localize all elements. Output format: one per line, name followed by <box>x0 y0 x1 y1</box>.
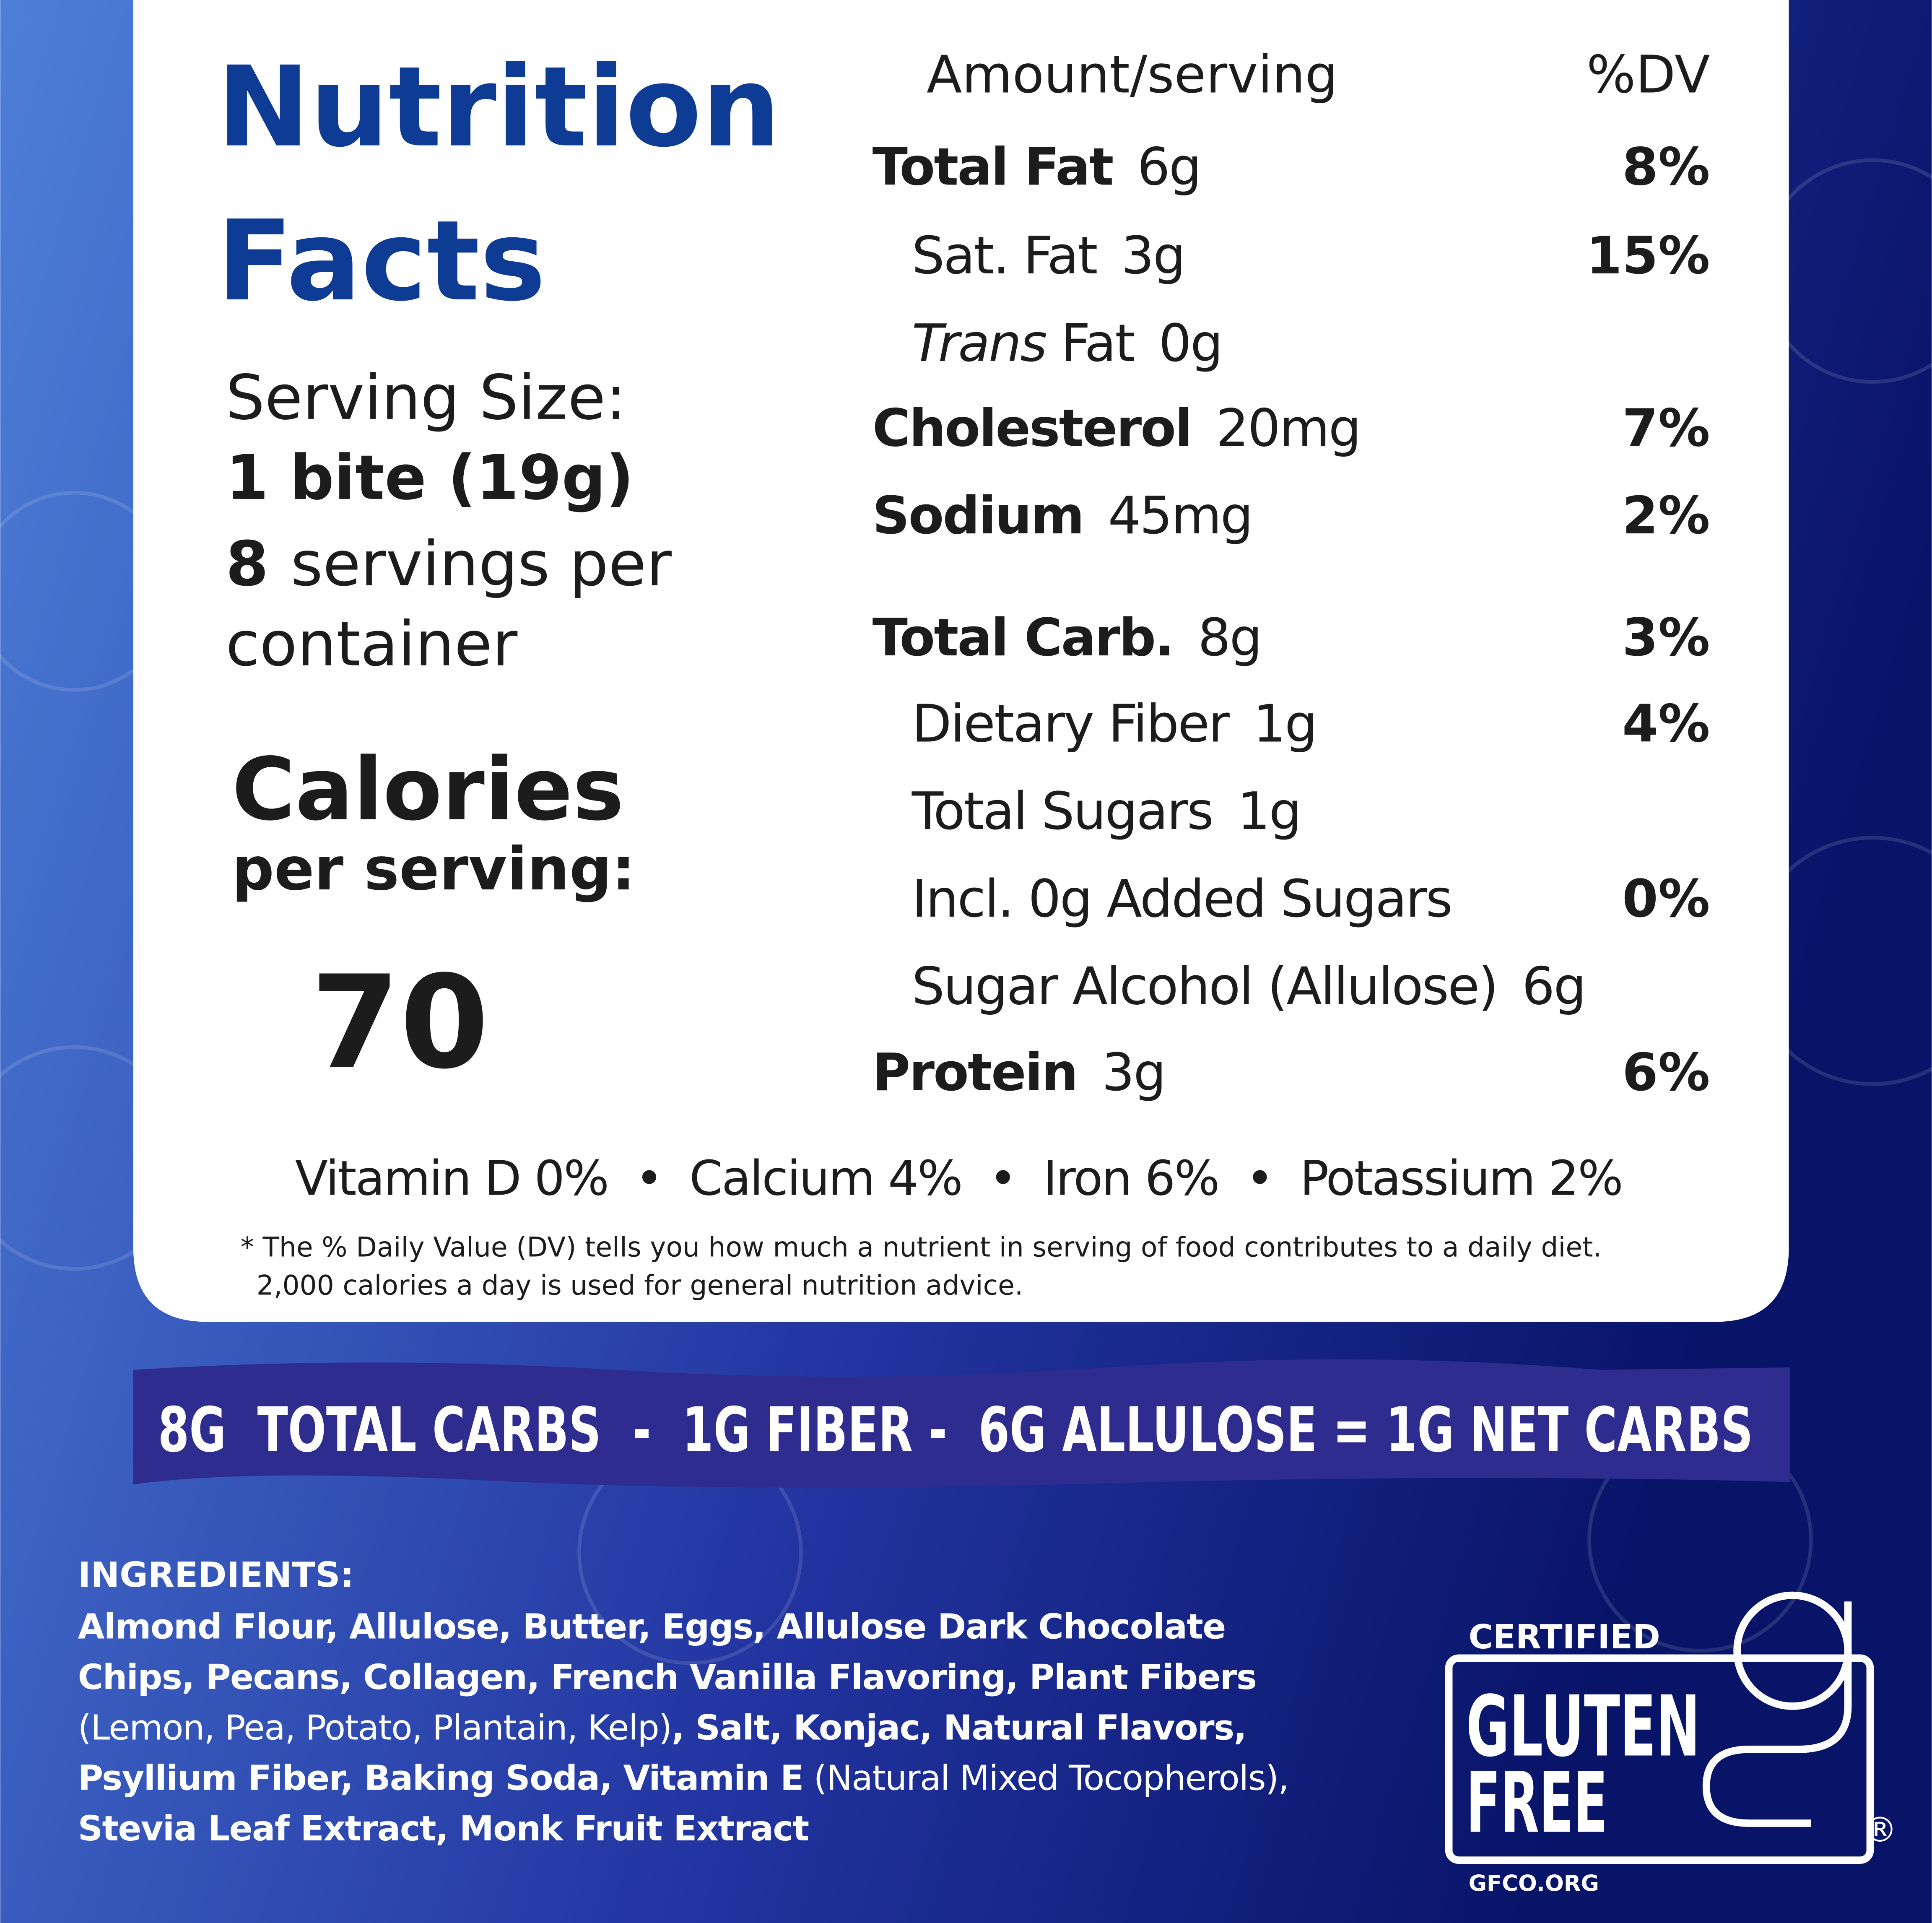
nutrient-row: Cholesterol 20mg <box>873 398 1360 459</box>
nutrient-row: Total Fat 6g <box>873 137 1201 197</box>
nutrient-row: Total Carb. 8g <box>873 608 1261 668</box>
separator: • <box>989 1151 1016 1207</box>
nutrient-amount: 3g <box>1102 1042 1165 1103</box>
nutrient-row: Incl. 0g Added Sugars <box>912 869 1452 929</box>
ingredients-line: Chips, Pecans, Collagen, French Vanilla … <box>78 1658 1257 1697</box>
nutrient-row: Sodium 45mg <box>873 486 1252 546</box>
servings-text: servings per <box>291 528 672 600</box>
nutrient-amount: 1g <box>1253 694 1317 754</box>
serving-size: 1 bite (19g) <box>226 442 634 514</box>
ingredients-line: (Lemon, Pea, Potato, Plantain, Kelp), Sa… <box>78 1708 1246 1748</box>
facts-card <box>133 0 1789 1322</box>
ingredient-text: , Salt, Konjac, Natural Flavors, <box>672 1708 1246 1748</box>
nutrient-name: Cholesterol <box>873 398 1192 459</box>
separator: • <box>1246 1151 1273 1207</box>
nutrient-name: Incl. 0g Added Sugars <box>912 869 1452 929</box>
nutrient-amount: 20mg <box>1216 398 1360 459</box>
ingredient-text: (Lemon, Pea, Potato, Plantain, Kelp) <box>78 1708 672 1748</box>
servings-count: 8 <box>226 528 268 600</box>
nutrient-amount: 6g <box>1137 137 1200 197</box>
nutrient-row: Sat. Fat 3g <box>912 226 1185 286</box>
gf-badge <box>1445 1591 1874 1864</box>
servings-per-container: 8 servings per <box>226 528 672 600</box>
nutrient-row: Trans Fat 0g <box>912 313 1222 374</box>
calories-sublabel: per serving: <box>232 835 635 904</box>
nutrient-row: Dietary Fiber 1g <box>912 694 1317 754</box>
nutrient-name: Protein <box>873 1042 1077 1103</box>
nutrient-dv: 3% <box>1622 608 1710 668</box>
vitamin: Potassium 2% <box>1300 1151 1622 1207</box>
net-carbs: 8G TOTAL CARBS - 1G FIBER - 6G ALLULOSE … <box>158 1394 1753 1466</box>
nutrient-amount: 3g <box>1121 226 1184 286</box>
badge-certified: CERTIFIED <box>1469 1617 1660 1656</box>
ingredient-text: Psyllium Fiber, Baking Soda, Vitamin E <box>78 1759 803 1798</box>
title: Nutrition <box>217 43 781 172</box>
nutrient-name: Fat <box>1061 313 1134 374</box>
vitamin: Iron 6% <box>1043 1151 1219 1207</box>
footnote: * The % Daily Value (DV) tells you how m… <box>241 1232 1602 1263</box>
nutrient-amount: 45mg <box>1108 486 1252 546</box>
nutrient-dv: 6% <box>1622 1042 1710 1103</box>
nutrient-amount: 8g <box>1198 608 1261 668</box>
vitamins: Vitamin D 0% • Calcium 4% • Iron 6% • Potassiu… <box>295 1151 1622 1207</box>
net-carbs-banner <box>133 1359 1790 1488</box>
ingredients-line: Psyllium Fiber, Baking Soda, Vitamin E (… <box>78 1759 1289 1798</box>
title: Facts <box>217 197 546 326</box>
footnote: 2,000 calories a day is used for general… <box>257 1270 1023 1302</box>
nutrient-dv: 0% <box>1622 869 1710 929</box>
ingredients-line: Almond Flour, Allulose, Butter, Eggs, Al… <box>78 1607 1226 1647</box>
nutrient-name: Sodium <box>873 486 1083 546</box>
nutrient-dv: 8% <box>1622 137 1710 197</box>
nutrient-name: Sugar Alcohol (Allulose) <box>912 956 1497 1016</box>
vitamin: Vitamin D 0% <box>295 1151 608 1207</box>
nutrient-dv: 7% <box>1622 398 1710 459</box>
nutrient-name: Total Fat <box>873 137 1113 197</box>
nutrient-name: Sat. Fat <box>912 226 1097 286</box>
nutrient-amount: 0g <box>1158 313 1222 374</box>
amount-header: Amount/serving <box>927 44 1338 105</box>
nutrient-name: Trans <box>912 313 1046 374</box>
nutrient-dv: 15% <box>1586 226 1710 286</box>
separator: • <box>635 1151 662 1207</box>
badge-gluten: GLUTEN <box>1466 1678 1700 1775</box>
nutrient-amount: 6g <box>1522 956 1585 1016</box>
serving-label: Serving Size: <box>226 362 626 434</box>
ingredients-line: Stevia Leaf Extract, Monk Fruit Extract <box>78 1809 809 1849</box>
badge-registered: ® <box>1863 1810 1897 1850</box>
ingredient-text: Chips, Pecans, Collagen, French Vanilla … <box>78 1658 1257 1697</box>
ingredient-text: Stevia Leaf Extract, Monk Fruit Extract <box>78 1809 809 1849</box>
servings-text: container <box>226 608 518 680</box>
nutrient-name: Total Sugars <box>911 781 1213 842</box>
nutrient-dv: 4% <box>1622 694 1710 754</box>
badge-free: FREE <box>1466 1755 1608 1852</box>
ingredients-label: INGREDIENTS: <box>78 1555 354 1595</box>
nutrient-name: Total Carb. <box>873 608 1174 668</box>
nutrient-row: Total Sugars 1g <box>911 781 1301 842</box>
badge-site: GFCO.ORG <box>1469 1871 1599 1897</box>
nutrient-row: Sugar Alcohol (Allulose) 6g <box>912 956 1585 1016</box>
nutrient-amount: 1g <box>1237 781 1301 842</box>
nutrient-row: Protein 3g <box>873 1042 1165 1103</box>
calories-value: 70 <box>311 948 489 1097</box>
nutrient-dv: 2% <box>1622 486 1710 546</box>
nutrient-name: Dietary Fiber <box>912 694 1230 754</box>
calories-label: Calories <box>232 739 624 840</box>
ingredient-text: Almond Flour, Allulose, Butter, Eggs, Al… <box>78 1607 1226 1647</box>
vitamin: Calcium 4% <box>689 1151 962 1207</box>
dv-header: %DV <box>1587 44 1710 105</box>
ingredient-text: (Natural Mixed Tocopherols), <box>803 1759 1288 1798</box>
